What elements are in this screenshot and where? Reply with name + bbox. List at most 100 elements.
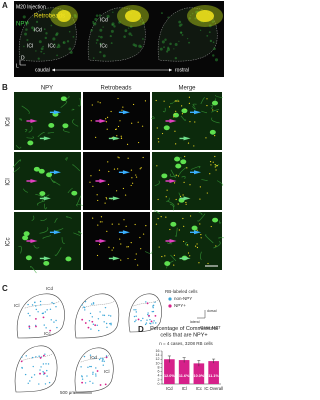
npy-signal: [57, 44, 61, 48]
retrobead: [91, 104, 93, 106]
cell-dot: [91, 320, 94, 323]
retrobead: [210, 225, 212, 228]
fiber: [197, 213, 206, 222]
section-outline: [14, 345, 58, 393]
fiber: [78, 230, 82, 235]
region-label: ICl: [27, 43, 33, 49]
retrobead: [121, 109, 123, 111]
retrobead: [174, 100, 176, 102]
npy-signal: [138, 44, 142, 48]
column-header: Merge: [178, 86, 196, 92]
retrobead: [97, 101, 99, 103]
retrobead: [165, 216, 167, 218]
fiber: [201, 110, 207, 114]
retrobead: [90, 120, 92, 122]
retrobead: [173, 264, 175, 266]
npy-signal: [112, 11, 114, 14]
cell-dot: [53, 302, 55, 305]
retrobead: [107, 183, 110, 186]
retrobead: [96, 194, 98, 196]
cell-dot: [90, 328, 92, 330]
retrobead: [107, 161, 109, 163]
cell-dot: [92, 302, 95, 304]
retrobead: [135, 174, 137, 176]
retrobead: [157, 218, 159, 220]
cell-dot: [97, 318, 100, 320]
npy-signal: [40, 47, 44, 51]
cell-dot: [43, 354, 45, 357]
retrobead: [111, 223, 113, 225]
region-label: ICl: [14, 303, 20, 308]
cell-dot: [135, 309, 137, 311]
cell-dot: [147, 312, 149, 314]
retrobead: [130, 169, 133, 171]
retrobead: [99, 102, 101, 104]
npy-signal: [212, 41, 215, 44]
y-tick-label: 8: [158, 365, 160, 369]
fiber: [22, 188, 28, 193]
retrobead: [101, 221, 103, 223]
fiber: [36, 200, 46, 206]
retrobead: [127, 257, 129, 260]
fiber: [162, 107, 166, 113]
cell-dot: [135, 315, 137, 317]
npy-signal: [186, 38, 189, 40]
retrobead: [155, 99, 157, 102]
cell-dot: [151, 310, 153, 313]
retrobead: [111, 249, 113, 251]
npy-signal: [96, 38, 99, 42]
arrow: [108, 136, 120, 141]
legend-label: non-NPY: [174, 296, 192, 301]
micrograph-bg: [152, 152, 222, 210]
retrobead: [145, 225, 147, 227]
fiber: [72, 164, 81, 172]
arrow: [49, 230, 61, 235]
retrobead: [134, 223, 136, 226]
retrobead: [173, 182, 176, 184]
cell-dot: [44, 353, 46, 355]
npy-signal: [102, 26, 104, 28]
cell-dot: [89, 380, 91, 383]
cell-dot: [41, 312, 44, 315]
legend-title: RB-labeled cells: [165, 289, 198, 294]
fiber: [15, 145, 22, 149]
fiber: [51, 180, 61, 186]
cell-dot: [106, 326, 108, 329]
retrobead: [206, 104, 208, 107]
npy-signal: [164, 38, 167, 41]
retrobead: [186, 244, 189, 246]
npy-signal: [173, 48, 175, 50]
retrobead: [118, 157, 120, 159]
retrobead: [119, 238, 121, 240]
fiber: [37, 132, 45, 138]
retrobead: [161, 255, 163, 258]
fiber: [180, 115, 186, 121]
retrobead: [95, 136, 97, 138]
region-label: ICd: [34, 27, 42, 33]
npy-cell: [25, 255, 32, 261]
npy-signal: [26, 21, 29, 25]
retrobead: [125, 225, 127, 227]
arrow: [165, 119, 177, 124]
retrobead: [139, 168, 141, 170]
npy-signal: [25, 28, 28, 31]
region-label: ICc: [44, 331, 52, 336]
npy-signal: [90, 29, 93, 32]
retrobead: [113, 168, 116, 170]
cell-dot: [134, 320, 136, 323]
cell-dot: [89, 354, 92, 356]
cell-dot: [149, 322, 151, 325]
region-label: ICd: [90, 355, 98, 360]
npy-cell: [175, 163, 182, 169]
npy-signal: [109, 34, 112, 38]
retrobead: [177, 203, 179, 205]
cell-dot: [39, 372, 41, 375]
cell-dot: [95, 373, 97, 375]
retrobead: [117, 168, 119, 170]
cell-dot: [21, 367, 23, 369]
npy-signal: [161, 12, 163, 15]
cell-dot: [89, 365, 91, 368]
legend-npy: NPY: [16, 22, 28, 28]
retrobead: [199, 186, 201, 188]
